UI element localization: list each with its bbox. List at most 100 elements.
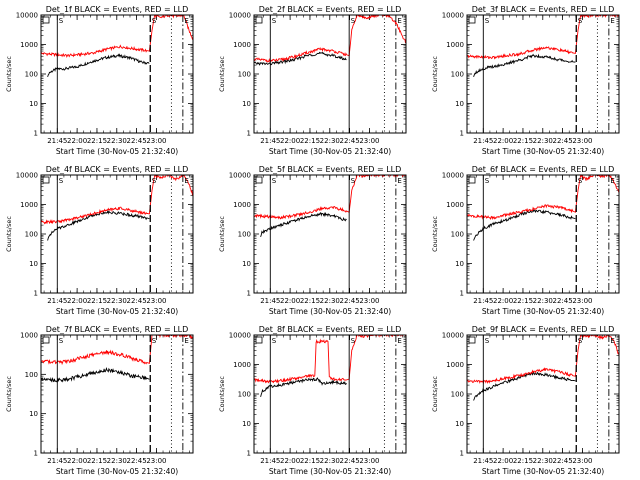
x-tick-label: 23:00 — [146, 457, 166, 465]
time-marker-label: S — [152, 337, 157, 345]
panel-title: Det_2f BLACK = Events, RED = LLD — [259, 5, 402, 14]
y-tick-label: 10 — [29, 260, 38, 268]
y-tick-label: 100 — [25, 371, 38, 379]
y-tick-label: 1 — [460, 130, 464, 138]
corner-box-marker — [255, 336, 263, 344]
y-tick-label: 10 — [455, 420, 464, 428]
y-tick-label: 100 — [25, 231, 38, 239]
x-tick-label: 23:00 — [359, 457, 379, 465]
time-marker-label: E — [184, 337, 188, 345]
y-tick-label: 1 — [247, 290, 251, 298]
time-marker-label: S — [272, 177, 277, 185]
series-line — [473, 208, 576, 241]
time-marker-label: S — [152, 177, 157, 185]
plot-area — [41, 15, 193, 78]
time-marker-label: S — [351, 337, 356, 345]
y-tick-label: 100 — [451, 71, 464, 79]
plot-area — [254, 15, 406, 66]
panel-4: Det_4f BLACK = Events, RED = LLD Counts/s… — [5, 165, 194, 316]
series-line — [254, 335, 406, 384]
y-tick-label: 10000 — [229, 12, 251, 20]
x-tick-label: 22:45 — [340, 457, 360, 465]
time-marker-label: E — [184, 17, 188, 25]
x-tick-label: 22:30 — [533, 457, 553, 465]
x-tick-label: 22:30 — [107, 457, 127, 465]
y-tick-label: 1000 — [446, 201, 464, 209]
x-tick-label: 23:00 — [572, 297, 592, 305]
y-tick-label: 1 — [460, 450, 464, 458]
x-tick-label: 22:15 — [87, 457, 107, 465]
y-tick-label: 1 — [247, 130, 251, 138]
y-tick-label: 1000 — [20, 332, 38, 340]
y-tick-label: 1000 — [446, 361, 464, 369]
x-tick-label: 21:45 — [47, 457, 67, 465]
y-tick-label: 10 — [455, 260, 464, 268]
panel-title: Det_6f BLACK = Events, RED = LLD — [472, 165, 615, 174]
y-tick-label: 10000 — [442, 332, 464, 340]
x-axis-label: Start Time (30-Nov-05 21:32:40) — [269, 307, 391, 316]
panel-frame — [466, 174, 620, 294]
time-marker-label: S — [152, 17, 157, 25]
x-tick-label: 22:30 — [533, 297, 553, 305]
y-tick-label: 1000 — [446, 41, 464, 49]
x-tick-label: 23:00 — [572, 137, 592, 145]
x-tick-label: 22:00 — [280, 457, 300, 465]
time-marker-label: S — [578, 177, 583, 185]
time-marker-label: E — [397, 177, 401, 185]
x-axis-label: Start Time (30-Nov-05 21:32:40) — [482, 307, 604, 316]
plot-area — [254, 335, 406, 398]
series-line — [47, 53, 150, 78]
y-tick-label: 10000 — [442, 12, 464, 20]
x-tick-label: 22:00 — [67, 297, 87, 305]
y-axis-label: Counts/sec — [218, 216, 226, 252]
time-marker-label: S — [351, 17, 356, 25]
x-tick-label: 22:45 — [340, 297, 360, 305]
y-tick-label: 10000 — [229, 332, 251, 340]
time-marker-label: S — [485, 337, 490, 345]
x-tick-label: 22:45 — [553, 457, 573, 465]
y-tick-label: 10000 — [16, 172, 38, 180]
x-axis-label: Start Time (30-Nov-05 21:32:40) — [482, 467, 604, 476]
time-marker-label: E — [610, 177, 614, 185]
x-tick-label: 22:30 — [533, 137, 553, 145]
time-marker-label: S — [59, 337, 64, 345]
y-tick-label: 1 — [34, 130, 38, 138]
y-tick-label: 10000 — [229, 172, 251, 180]
x-tick-label: 22:45 — [127, 297, 147, 305]
series-line — [41, 15, 193, 58]
x-tick-label: 22:30 — [320, 137, 340, 145]
series-line — [47, 209, 150, 241]
series-line — [41, 367, 150, 383]
series-line — [260, 377, 347, 398]
series-line — [41, 175, 193, 225]
time-marker-label: E — [610, 337, 614, 345]
time-marker-label: S — [59, 17, 64, 25]
y-tick-label: 100 — [238, 231, 251, 239]
x-tick-label: 23:00 — [146, 297, 166, 305]
corner-box-marker — [468, 176, 476, 184]
x-axis-label: Start Time (30-Nov-05 21:32:40) — [56, 467, 178, 476]
x-axis-label: Start Time (30-Nov-05 21:32:40) — [269, 147, 391, 156]
y-tick-label: 10 — [242, 420, 251, 428]
y-tick-label: 1 — [247, 450, 251, 458]
y-tick-label: 1000 — [233, 41, 251, 49]
x-tick-label: 22:15 — [513, 457, 533, 465]
y-tick-label: 10 — [29, 100, 38, 108]
x-tick-label: 22:15 — [300, 137, 320, 145]
panel-1: Det_1f BLACK = Events, RED = LLD Counts/s… — [5, 5, 194, 156]
x-tick-label: 22:00 — [280, 297, 300, 305]
corner-box-marker — [42, 16, 50, 24]
y-tick-label: 100 — [25, 71, 38, 79]
x-tick-label: 21:45 — [260, 137, 280, 145]
panel-title: Det_7f BLACK = Events, RED = LLD — [46, 325, 189, 334]
x-tick-label: 22:15 — [300, 297, 320, 305]
y-tick-label: 100 — [451, 231, 464, 239]
corner-box-marker — [255, 176, 263, 184]
corner-box-marker — [255, 16, 263, 24]
time-marker-label: S — [59, 177, 64, 185]
x-axis-label: Start Time (30-Nov-05 21:32:40) — [56, 147, 178, 156]
time-marker-label: S — [578, 337, 583, 345]
y-tick-label: 100 — [238, 391, 251, 399]
series-line — [254, 51, 347, 66]
y-tick-label: 1 — [460, 290, 464, 298]
